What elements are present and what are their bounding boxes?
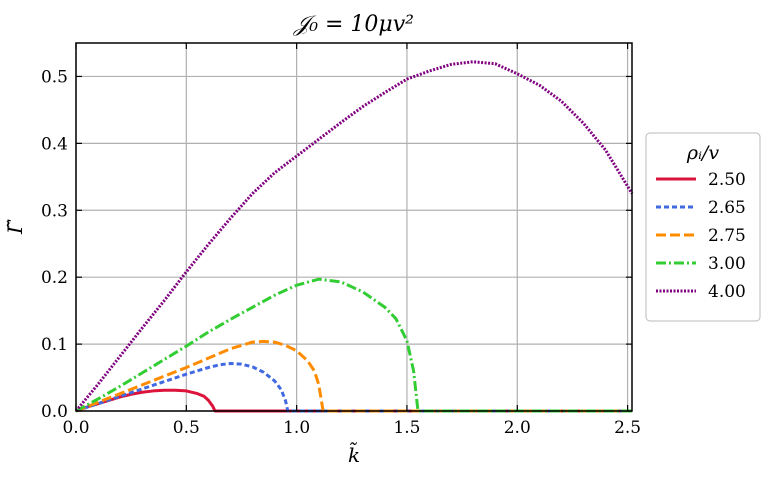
series-line-4-00: [74, 60, 634, 412]
series-layer: [74, 60, 634, 413]
x-tick-label: 1.0: [283, 418, 310, 438]
series-line-2-50: [75, 388, 632, 413]
ticks: 0.0 0.5 1.0 1.5 2.0 2.5 0.0 0.1 0.2 0.3 0.4 0.5: [41, 43, 641, 438]
y-tick-label: 0.4: [41, 134, 68, 154]
x-tick-label: 2.0: [504, 418, 531, 438]
legend: ρᵢ/v 2.50 2.65 2.75 3.00 4.00: [645, 132, 761, 322]
y-tick-label: 0.5: [41, 67, 68, 87]
x-tick-label: 0.0: [62, 418, 89, 438]
legend-items: 2.50 2.65 2.75 3.00 4.00: [656, 170, 746, 302]
series-line-2-75: [75, 339, 632, 413]
x-tick-label: 1.5: [393, 418, 420, 438]
y-axis-label: Γ̃: [3, 219, 27, 235]
plot-frame: [75, 42, 633, 412]
legend-label-4-00: 4.00: [708, 282, 746, 302]
x-axis-label: k̃: [348, 441, 360, 467]
legend-label-3-00: 3.00: [708, 254, 746, 274]
chart-title: 𝒥₀ = 10μv²: [293, 12, 414, 37]
series-line-3-00: [75, 277, 632, 413]
y-tick-label: 0.2: [41, 268, 68, 288]
grid: [75, 43, 632, 412]
legend-label-2-65: 2.65: [708, 198, 746, 218]
legend-label-2-50: 2.50: [708, 170, 746, 190]
y-tick-label: 0.1: [41, 335, 68, 355]
series-line-2-65: [75, 361, 632, 413]
y-tick-label: 0.0: [41, 402, 68, 422]
x-tick-label: 2.5: [614, 418, 641, 438]
legend-label-2-75: 2.75: [708, 226, 746, 246]
y-tick-label: 0.3: [41, 201, 68, 221]
x-tick-label: 0.5: [173, 418, 200, 438]
legend-title: ρᵢ/v: [686, 142, 719, 164]
